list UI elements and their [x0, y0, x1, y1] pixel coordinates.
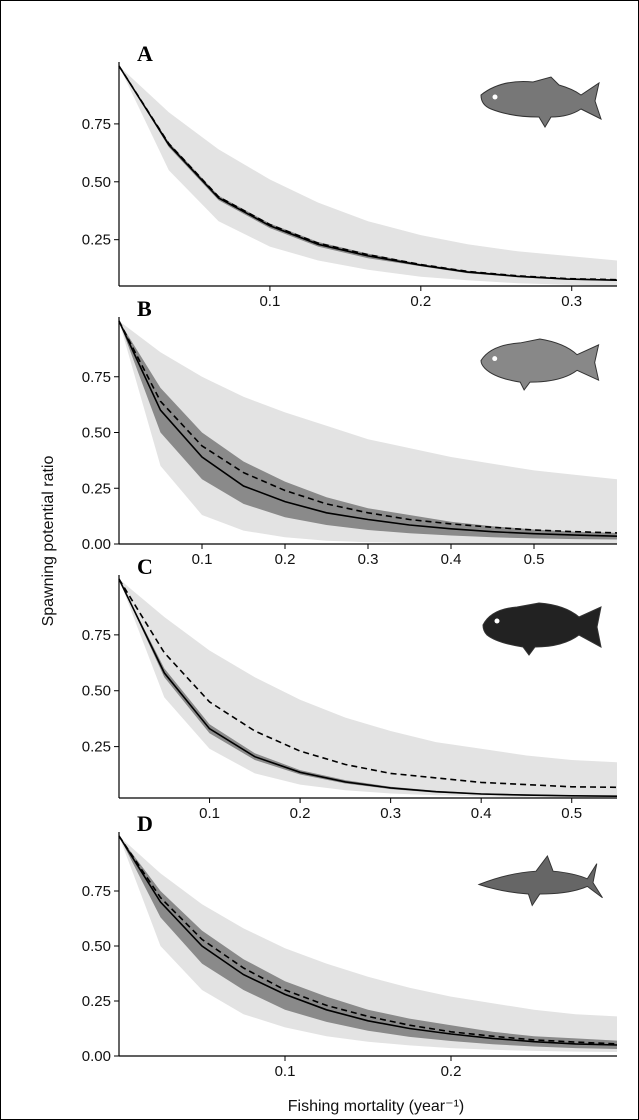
snapper-fish-icon	[480, 76, 602, 128]
y-tick-label: 0.50	[82, 174, 111, 191]
icon-body	[480, 76, 602, 128]
x-tick-label: 0.5	[524, 551, 545, 568]
y-tick-label: 0.00	[82, 1048, 111, 1065]
icon-body	[482, 602, 602, 656]
inner-band	[119, 836, 617, 1049]
outer-band	[119, 66, 617, 286]
panel-A: 0.25 0.50 0.75 0.1 0.2 0.3 A	[82, 41, 618, 310]
grouper-icon	[482, 602, 602, 656]
inner-band	[119, 321, 617, 540]
x-tick-label: 0.3	[380, 805, 401, 822]
y-tick-label: 0.75	[82, 369, 111, 386]
panel-B: 0.00 0.25 0.50 0.75 0.1 0.2 0.3 0.4 0.5 B	[82, 296, 618, 568]
panel-D: 0.00 0.25 0.50 0.75 0.1 0.2 D	[82, 811, 618, 1080]
x-tick-label: 0.1	[275, 1063, 296, 1080]
median-line	[118, 835, 618, 1046]
y-tick-label: 0.50	[82, 683, 111, 700]
y-axis-label: Spawning potential ratio	[40, 456, 57, 627]
x-tick-label: 0.5	[561, 805, 582, 822]
panel-letter: D	[137, 811, 153, 836]
hogfish-icon	[480, 338, 600, 391]
y-tick-label: 0.25	[82, 739, 111, 756]
icon-eye	[492, 94, 498, 100]
x-tick-label: 0.2	[275, 551, 296, 568]
icon-eye	[489, 872, 495, 878]
median-line	[118, 578, 618, 797]
x-axis-label: Fishing mortality (year⁻¹)	[288, 1098, 464, 1115]
y-tick-label: 0.50	[82, 425, 111, 442]
x-tick-label: 0.1	[259, 293, 280, 310]
x-tick-label: 0.3	[561, 293, 582, 310]
panel-C: 0.25 0.50 0.75 0.1 0.2 0.3 0.4 0.5 C	[82, 554, 618, 822]
y-tick-label: 0.50	[82, 938, 111, 955]
outer-band	[119, 836, 617, 1052]
y-tick-label: 0.25	[82, 993, 111, 1010]
x-tick-label: 0.2	[290, 805, 311, 822]
dashed-line	[118, 65, 618, 281]
x-tick-label: 0.1	[199, 805, 220, 822]
dashed-line	[118, 835, 618, 1045]
panel-letter: A	[137, 41, 153, 66]
icon-eye	[494, 618, 500, 624]
dashed-line	[118, 320, 618, 534]
median-line	[118, 320, 618, 537]
panel-letter: C	[137, 554, 153, 579]
x-tick-label: 0.2	[441, 1063, 462, 1080]
y-tick-label: 0.75	[82, 627, 111, 644]
icon-body	[480, 338, 600, 391]
x-tick-label: 0.2	[410, 293, 431, 310]
x-tick-label: 0.1	[192, 551, 213, 568]
y-tick-label: 0.75	[82, 883, 111, 900]
icon-eye	[492, 356, 498, 362]
dashed-line	[118, 578, 618, 789]
x-tick-label: 0.4	[471, 805, 492, 822]
shark-icon	[477, 855, 603, 907]
outer-band	[119, 579, 617, 798]
x-tick-label: 0.3	[358, 551, 379, 568]
y-tick-label: 0.25	[82, 232, 111, 249]
icon-body	[477, 855, 603, 907]
y-tick-label: 0.75	[82, 116, 111, 133]
x-tick-label: 0.4	[441, 551, 462, 568]
y-tick-label: 0.00	[82, 536, 111, 553]
panel-letter: B	[137, 296, 152, 321]
y-tick-label: 0.25	[82, 480, 111, 497]
